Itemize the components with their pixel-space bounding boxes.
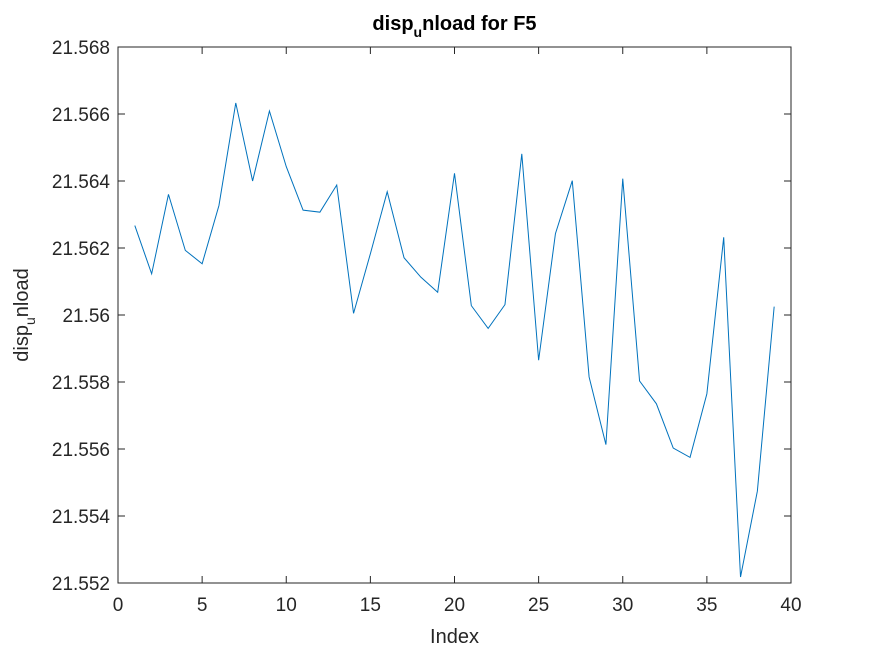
y-tick-label: 21.56 [62,306,110,327]
y-tick-label: 21.562 [52,239,110,260]
y-tick-label: 21.566 [52,105,110,126]
y-tick-label: 21.558 [52,373,110,394]
x-tick-label: 10 [276,595,297,616]
y-tick-label: 21.564 [52,172,111,193]
x-tick-label: 0 [113,595,124,616]
y-axis-label-subscript: u [22,317,38,325]
series-layer [134,102,775,578]
y-tick-label: 21.556 [52,440,110,461]
tick-labels: 0 5 10 15 20 25 30 35 40 21.552 21.554 21.556 21.558… [52,38,802,616]
plot-area [118,47,791,583]
x-tick-label: 35 [696,595,717,616]
series-line [134,102,775,578]
y-tick-label: 21.554 [52,507,111,528]
plot-frame [117,46,792,584]
y-tick-label: 21.568 [52,38,110,59]
x-axis-label: Index [430,626,479,648]
chart-title-subscript: u [414,24,423,40]
chart-title-rest: nload for F5 [422,13,536,35]
chart-title-main: disp [372,13,413,35]
y-axis-label-rest: nload [11,268,33,317]
x-tick-label: 5 [197,595,208,616]
x-tick-label: 25 [528,595,549,616]
y-axis-label: dispunload [11,268,38,361]
y-axis-label-main: disp [11,325,33,362]
y-tick-label: 21.552 [52,574,110,595]
x-tick-label: 40 [780,595,801,616]
x-tick-label: 30 [612,595,633,616]
x-tick-label: 20 [444,595,465,616]
x-tick-label: 15 [360,595,381,616]
chart-title: dispunload for F5 [372,13,536,40]
